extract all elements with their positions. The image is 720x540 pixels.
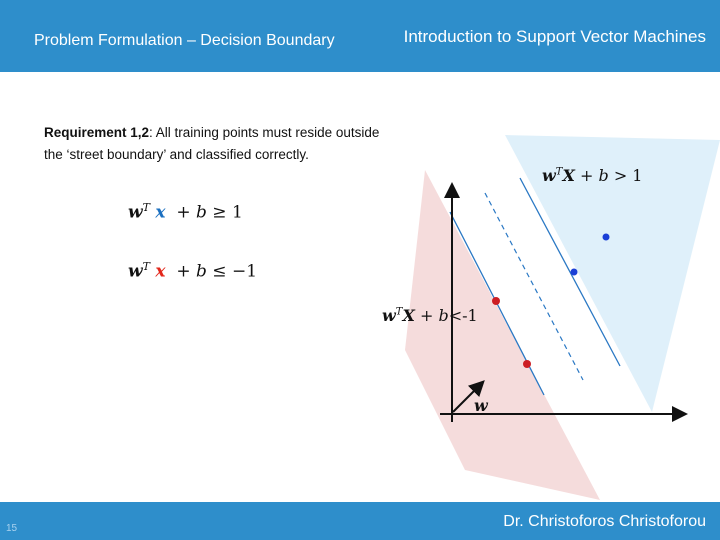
decision-boundary-line	[484, 192, 584, 381]
positive-region-label: wTX + b > 1	[542, 166, 643, 185]
positive-region	[505, 135, 720, 412]
page-number: 15	[6, 523, 18, 534]
requirement-label: Requirement 1,2	[44, 125, 150, 140]
equation-positive: wT x + b ≥ 1	[128, 201, 243, 223]
w-vector	[452, 380, 485, 413]
negative-region	[405, 170, 600, 500]
section-title: Problem Formulation – Decision Boundary	[34, 32, 335, 49]
positive-margin-line	[519, 177, 621, 367]
positive-point	[570, 268, 578, 276]
requirement-text: Requirement 1,2: All training points mus…	[44, 122, 394, 166]
header-bar: Problem Formulation – Decision Boundary …	[0, 0, 720, 72]
author-name: Dr. Christoforos Christoforou	[503, 513, 706, 530]
w-vector-label: w	[474, 396, 488, 415]
x-negative: x	[155, 261, 166, 282]
presentation-title: Introduction to Support Vector Machines	[403, 27, 706, 46]
x-positive: x	[155, 202, 166, 223]
requirement-body: : All training points must reside outsid…	[44, 125, 380, 162]
equation-negative: wT x + b ≤ −1	[128, 260, 258, 282]
positive-point	[602, 233, 610, 241]
negative-point	[492, 297, 500, 305]
footer-bar: 15 Dr. Christoforos Christoforou	[0, 502, 720, 540]
negative-region-label: wTX + b<-1	[382, 306, 478, 325]
negative-point	[523, 360, 531, 368]
